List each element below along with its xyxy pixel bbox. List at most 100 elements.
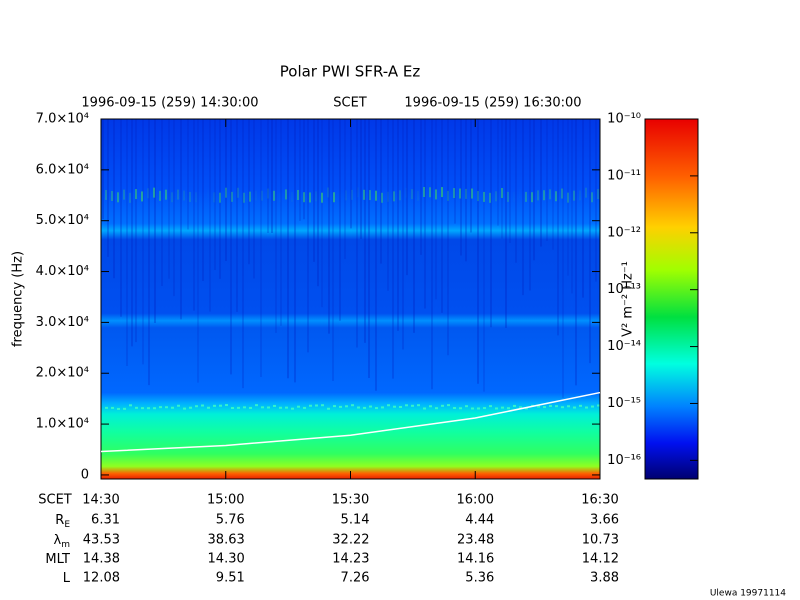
texture-dot [135, 406, 138, 409]
texture-dot [321, 192, 323, 203]
texture-dot [117, 192, 119, 203]
texture-dot [423, 187, 425, 198]
colorbar-tick-label: 10⁻¹² [607, 225, 641, 240]
texture-dot [531, 192, 533, 203]
colorbar-tick-label: 10⁻¹⁴ [607, 339, 641, 354]
texture-dot [489, 192, 491, 203]
cyclotron-line [100, 391, 601, 453]
texture-dot [453, 407, 456, 410]
texture-dot [417, 404, 420, 407]
texture-dot [501, 406, 504, 409]
texture-dot [513, 404, 516, 407]
texture-dot [201, 193, 203, 203]
y-tick-label: 4.0×10⁴ [36, 264, 89, 279]
ephemeris-value: 5.76 [216, 513, 245, 528]
ephemeris-value: 12.08 [83, 571, 120, 586]
texture-dot [171, 406, 174, 409]
texture-dot [219, 404, 222, 407]
texture-dot [351, 189, 353, 200]
texture-dot [393, 405, 396, 408]
ephemeris-label-sub: E [64, 520, 70, 530]
ephemeris-value: 7.26 [341, 571, 370, 586]
y-tick-label: 5.0×10⁴ [36, 213, 89, 228]
texture-dot [441, 187, 443, 198]
texture-dot [585, 187, 587, 198]
ephemeris-value: 32.22 [332, 533, 369, 548]
texture-dot [117, 407, 120, 410]
texture-dot [519, 406, 522, 409]
texture-dot [255, 404, 258, 407]
texture-dot [195, 405, 198, 408]
texture-dot [147, 188, 149, 199]
x-tick-label: 14:30 [82, 493, 119, 508]
header-start: 1996-09-15 (259) 14:30:00 [81, 96, 258, 111]
texture-dot [177, 189, 179, 200]
texture-dot [129, 192, 131, 203]
texture-dot [477, 191, 479, 202]
y-axis-label: frequency (Hz) [11, 251, 26, 347]
ephemeris-value: 38.63 [208, 533, 245, 548]
texture-dot [315, 404, 318, 407]
colorbar-tick-label: 10⁻¹⁵ [607, 396, 641, 411]
ephemeris-value: 14.23 [332, 552, 369, 567]
texture-dot [237, 187, 239, 198]
texture-dot [423, 407, 426, 410]
texture-dot [573, 406, 576, 409]
ephemeris-label: λm [54, 533, 70, 550]
texture-dot [573, 190, 575, 201]
texture-dot [453, 188, 455, 199]
texture-dot [339, 188, 341, 198]
ephemeris-value: 9.51 [216, 571, 245, 586]
texture-dot [447, 404, 450, 407]
texture-dot [525, 407, 528, 410]
texture-dot [429, 405, 432, 408]
texture-dot [279, 192, 281, 202]
texture-dot [207, 189, 209, 199]
texture-dot [237, 406, 240, 409]
x-tick-label: 15:00 [207, 493, 244, 508]
texture-dot [519, 188, 521, 198]
texture-dot [375, 407, 378, 410]
texture-dot [567, 405, 570, 408]
ephemeris-label: RE [55, 513, 70, 530]
texture-dot [183, 407, 186, 410]
texture-dot [429, 187, 431, 198]
ephemeris-value: 4.44 [465, 513, 494, 528]
texture-dot [411, 404, 414, 407]
colorbar-tick-label: 10⁻¹⁶ [607, 453, 641, 468]
ephemeris-label-sub: m [61, 540, 70, 550]
texture-dot [225, 404, 228, 407]
texture-dot [219, 192, 221, 203]
y-tick-label: 7.0×10⁴ [36, 112, 89, 127]
colorbar-label: V² m⁻² Hz⁻¹ [621, 261, 636, 337]
texture-dot [243, 406, 246, 409]
texture-dot [351, 404, 354, 407]
texture-dot [465, 405, 468, 408]
texture-dot [441, 404, 444, 407]
texture-dot [561, 406, 564, 409]
texture-dot [213, 404, 216, 407]
ephemeris-value: 10.73 [582, 533, 619, 548]
texture-dot [201, 404, 204, 407]
texture-dot [555, 405, 558, 408]
texture-dot [165, 189, 167, 200]
texture-dot [435, 407, 438, 410]
ephemeris-value: 23.48 [457, 533, 494, 548]
texture-dot [549, 404, 552, 407]
texture-dot [525, 191, 527, 202]
footer: Ulewa 19971114 [710, 589, 786, 599]
texture-dot [273, 404, 276, 407]
texture-dot [279, 406, 282, 409]
texture-dot [333, 192, 335, 203]
texture-dot [339, 405, 342, 408]
texture-dot [111, 190, 113, 201]
texture-dot [123, 189, 125, 200]
texture-dot [333, 405, 336, 408]
texture-dot [555, 191, 557, 202]
y-tick-label: 0 [81, 467, 89, 482]
texture-dot [405, 188, 407, 198]
texture-dot [495, 407, 498, 410]
texture-dot [543, 190, 545, 201]
texture-dot [459, 407, 462, 410]
